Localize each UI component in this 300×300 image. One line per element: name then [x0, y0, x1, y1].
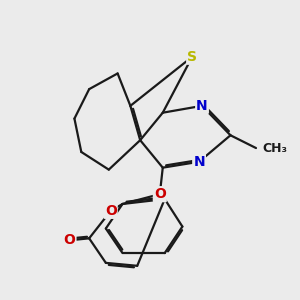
- Text: N: N: [193, 155, 205, 169]
- Text: S: S: [187, 50, 197, 64]
- Text: O: O: [105, 204, 117, 218]
- Text: CH₃: CH₃: [262, 142, 287, 154]
- Text: O: O: [154, 187, 166, 201]
- Text: O: O: [64, 233, 76, 247]
- Text: N: N: [196, 99, 208, 113]
